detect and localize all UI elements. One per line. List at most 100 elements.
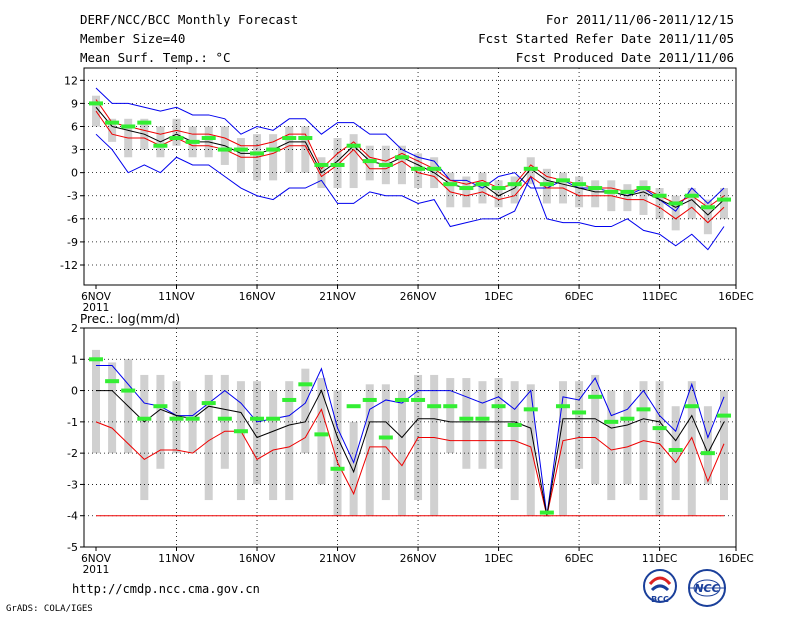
ensemble-spread-bar (301, 368, 310, 454)
ensemble-spread-bar (462, 176, 471, 208)
forecast-produced-date: Fcst Produced Date 2011/11/06 (515, 50, 734, 65)
x-tick-label: 26NOV (400, 291, 437, 303)
ensemble-spread-bar (623, 390, 632, 485)
x-tick-label: 16NOV (239, 291, 276, 303)
observed-marker (459, 416, 474, 421)
observed-marker (507, 182, 522, 187)
observed-marker (169, 136, 184, 141)
observed-marker (89, 357, 103, 362)
observed-marker (185, 139, 200, 144)
ensemble-spread-bar (591, 180, 600, 208)
y-tick-label: -3 (67, 190, 78, 203)
series-lower-line (95, 110, 725, 224)
svg-text:BCC: BCC (651, 595, 669, 604)
ensemble-spread-bar (285, 381, 294, 501)
observed-marker (668, 201, 683, 206)
observed-marker (523, 407, 538, 412)
y-tick-label: 12 (64, 74, 78, 87)
observed-marker (137, 416, 152, 421)
observed-marker (700, 451, 715, 456)
observed-marker (378, 162, 393, 167)
observed-marker (427, 404, 442, 409)
x-tick-label: 21NOV (319, 291, 356, 303)
observed-marker (282, 136, 297, 141)
y-tick-label: 0 (71, 167, 78, 180)
ensemble-spread-bar (720, 390, 728, 501)
series-min-line (95, 133, 725, 251)
x-tick-year: 2011 (83, 302, 110, 314)
ensemble-spread-bar (703, 406, 712, 485)
observed-marker (717, 413, 731, 418)
observed-marker (555, 178, 570, 183)
series-upper-line (95, 408, 725, 516)
x-tick-label: 6DEC (565, 291, 594, 303)
observed-marker (298, 136, 313, 141)
observed-marker (185, 416, 200, 421)
observed-marker (652, 426, 667, 431)
y-tick-label: 0 (71, 385, 78, 398)
y-tick-label: -5 (67, 541, 78, 554)
observed-marker (604, 189, 619, 194)
observed-marker (346, 404, 361, 409)
observed-marker (250, 416, 265, 421)
x-tick-label: 6NOV (81, 553, 112, 565)
x-tick-label: 1DEC (484, 291, 513, 303)
observed-marker (394, 397, 409, 402)
observed-marker (89, 101, 103, 106)
y-tick-label: -2 (67, 447, 78, 460)
ensemble-spread-bar (687, 381, 696, 516)
ensemble-spread-bar (558, 381, 567, 516)
forecast-started-date: Fcst Started Refer Date 2011/11/05 (478, 31, 734, 46)
observed-marker (604, 419, 619, 424)
series-mean-line (95, 106, 725, 216)
x-tick-label: 16DEC (718, 553, 753, 565)
y-tick-label: -12 (60, 259, 78, 272)
y-tick-label: -6 (67, 213, 78, 226)
grads-credit: GrADS: COLA/IGES (6, 604, 93, 614)
ensemble-spread-bar (108, 362, 117, 454)
x-tick-label: 26NOV (400, 553, 437, 565)
ensemble-spread-bar (510, 176, 519, 204)
observed-marker (121, 388, 136, 393)
observed-marker (572, 410, 587, 415)
source-url[interactable]: http://cmdp.ncc.cma.gov.cn (72, 582, 260, 596)
chart-title: DERF/NCC/BCC Monthly Forecast (80, 12, 299, 27)
x-tick-label: 16NOV (239, 553, 276, 565)
observed-marker (105, 120, 120, 125)
y-tick-label: -9 (67, 236, 78, 249)
x-tick-label: 1DEC (484, 553, 513, 565)
observed-marker (314, 162, 329, 167)
observed-marker (475, 416, 490, 421)
observed-marker (523, 166, 538, 171)
observed-marker (475, 182, 490, 187)
x-tick-year: 2011 (83, 564, 110, 576)
x-tick-label: 11DEC (642, 291, 677, 303)
x-tick-label: 21NOV (319, 553, 356, 565)
observed-marker (217, 416, 232, 421)
x-tick-label: 6NOV (81, 291, 112, 303)
ensemble-spread-bar (575, 176, 584, 208)
observed-marker (411, 166, 426, 171)
ensemble-spread-bar (526, 384, 535, 516)
y-tick-label: 3 (71, 144, 78, 157)
ensemble-spread-bar (607, 390, 616, 501)
observed-marker (105, 379, 120, 384)
ensemble-spread-bar (333, 390, 342, 516)
observed-marker (250, 151, 265, 156)
y-tick-label: 1 (71, 353, 78, 366)
ensemble-spread-bar (671, 195, 680, 231)
ensemble-spread-bar (687, 188, 696, 219)
ensemble-spread-bar (108, 118, 117, 142)
ensemble-spread-bar (269, 134, 278, 181)
ensemble-spread-bar (703, 199, 712, 235)
observed-marker (700, 205, 715, 210)
observed-marker (717, 197, 731, 202)
series-mean-line (96, 389, 725, 516)
ensemble-spread-bar (381, 384, 390, 501)
observed-marker (153, 404, 168, 409)
x-tick-label: 16DEC (718, 291, 753, 303)
observed-marker (362, 397, 377, 402)
ensemble-spread-bar (639, 180, 648, 215)
